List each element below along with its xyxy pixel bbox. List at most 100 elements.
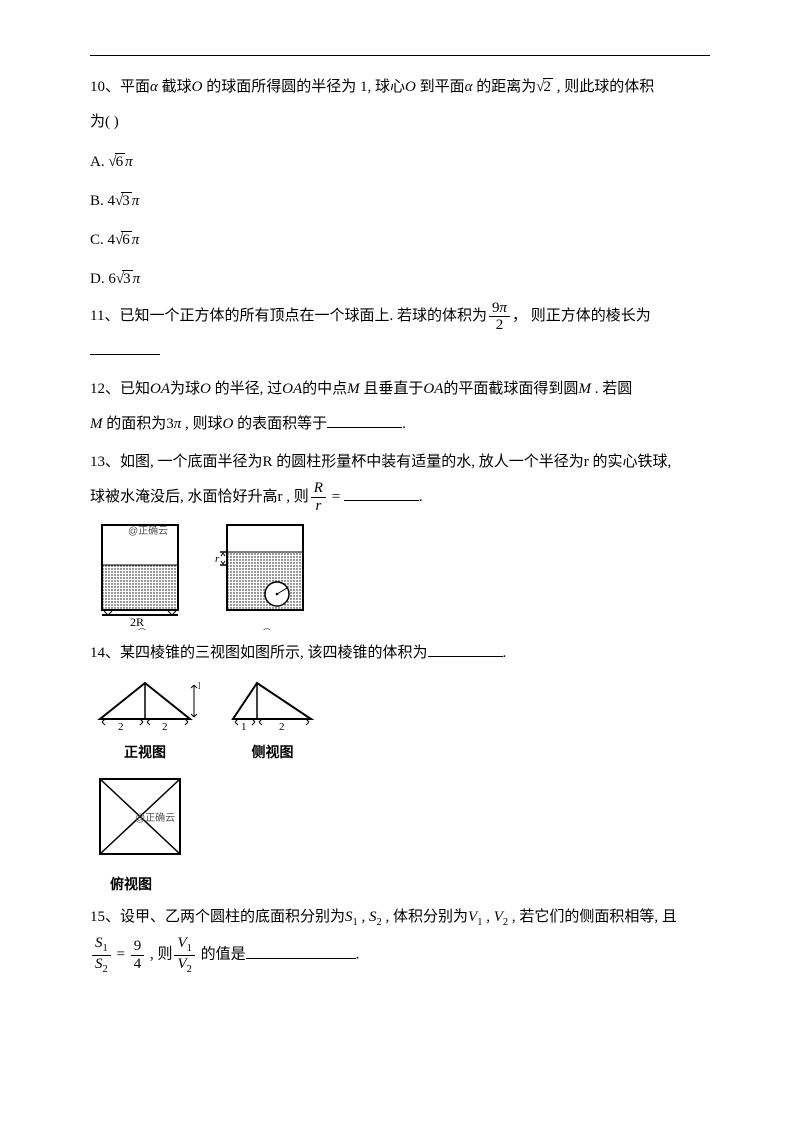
M: M	[90, 416, 103, 432]
OA: OA	[150, 381, 170, 397]
sqrt2: √2	[536, 70, 553, 105]
t: 的球面所得圆的半径为 1, 球心	[203, 79, 406, 95]
t: 到平面	[416, 79, 465, 95]
question-15: 15、设甲、乙两个圆柱的底面积分别为S1 , S2 , 体积分别为V1 , V2…	[90, 900, 710, 975]
t: 且垂直于	[360, 381, 424, 397]
t: , 则	[283, 489, 309, 505]
svg-text:①: ①	[136, 626, 148, 630]
t: .	[419, 489, 423, 505]
alpha: α	[465, 79, 473, 95]
top-label: 俯视图	[110, 868, 152, 900]
O: O	[200, 381, 211, 397]
S1: S	[345, 909, 353, 925]
t: 球被水淹没后, 水面恰好升高	[90, 489, 278, 505]
alpha: α	[150, 79, 158, 95]
t: 的距离为	[473, 79, 537, 95]
V2: V	[494, 909, 503, 925]
side-view: 1 2 侧视图	[225, 677, 320, 768]
t: , 则球	[181, 416, 222, 432]
OA: OA	[423, 381, 443, 397]
side-label: 侧视图	[252, 736, 294, 768]
t: 11、已知一个正方体的所有顶点在一个球面上. 若球的体积为	[90, 308, 487, 324]
question-13: 13、如图, 一个底面半径为R 的圆柱形量杯中装有适量的水, 放人一个半径为r …	[90, 445, 710, 514]
t: 的中点	[302, 381, 347, 397]
O: O	[192, 79, 203, 95]
t: 的半径, 过	[211, 381, 282, 397]
cylinder-after-icon: r ②	[215, 520, 315, 630]
comma: ,	[482, 909, 493, 925]
frac-V1V2: V1V2	[174, 935, 194, 975]
svg-text:2: 2	[118, 721, 124, 732]
svg-text:@正确云: @正确云	[135, 811, 175, 824]
frac-S1S2: S1S2	[92, 935, 111, 975]
front-view: 2 2 1 正视图	[90, 677, 200, 768]
front-label: 正视图	[124, 736, 166, 768]
option-a: A. √6π	[90, 143, 710, 182]
top-view: @正确云 俯视图	[90, 774, 710, 900]
t: ， 则正方体的棱长为	[512, 308, 651, 324]
t: , 体积分别为	[382, 909, 468, 925]
R: R	[263, 454, 273, 470]
option-c: C. 4√6π	[90, 221, 710, 260]
frac-9pi-2: 9π2	[489, 300, 510, 334]
answer-blank	[327, 413, 402, 428]
t: .	[356, 947, 360, 963]
answer-blank	[246, 944, 356, 959]
V1: V	[468, 909, 477, 925]
top-view-icon: @正确云	[90, 774, 190, 864]
top-rule	[90, 55, 710, 56]
three: 3	[166, 416, 174, 432]
t: 15、设甲、乙两个圆柱的底面积分别为	[90, 909, 345, 925]
M: M	[578, 381, 591, 397]
t: , 则此球的体积	[553, 79, 654, 95]
O: O	[223, 416, 234, 432]
option-b: B. 4√3π	[90, 182, 710, 221]
svg-text:2: 2	[162, 721, 168, 732]
answer-blank	[344, 486, 419, 501]
answer-blank	[90, 340, 160, 355]
t: 的表面积等于	[233, 416, 327, 432]
svg-text:1: 1	[241, 721, 247, 732]
frac-94: 94	[131, 938, 145, 972]
t: 为球	[170, 381, 200, 397]
option-d: D. 6√3π	[90, 260, 710, 299]
M: M	[347, 381, 360, 397]
svg-text:②: ②	[261, 626, 273, 630]
q13-figures: 2R ① @正确云 r ②	[90, 520, 710, 630]
t: 的实心铁球,	[589, 454, 672, 470]
equals: =	[113, 947, 129, 963]
svg-text:1: 1	[197, 680, 200, 692]
O: O	[405, 79, 416, 95]
front-view-icon: 2 2 1	[90, 677, 200, 732]
svg-text:@正确云: @正确云	[128, 524, 168, 537]
t: 14、某四棱锥的三视图如图所示, 该四棱锥的体积为	[90, 645, 428, 661]
q10-line2: 为( )	[90, 105, 710, 140]
question-12: 12、已知OA为球O 的半径, 过OA的中点M 且垂直于OA的平面截球面得到圆M…	[90, 372, 710, 441]
t: 12、已知	[90, 381, 150, 397]
S2: S	[369, 909, 377, 925]
q14-views: 2 2 1 正视图 1 2 侧视图 @正确云	[90, 677, 710, 900]
answer-blank	[428, 642, 503, 657]
comma: ,	[358, 909, 369, 925]
equals: =	[328, 489, 344, 505]
t: 的面积为	[103, 416, 167, 432]
question-11: 11、已知一个正方体的所有顶点在一个球面上. 若球的体积为9π2， 则正方体的棱…	[90, 299, 710, 368]
question-14: 14、某四棱锥的三视图如图所示, 该四棱锥的体积为.	[90, 636, 710, 671]
t: 截球	[158, 79, 192, 95]
t: .	[503, 645, 507, 661]
t: 的平面截球面得到圆	[443, 381, 578, 397]
t: 13、如图, 一个底面半径为	[90, 454, 263, 470]
t: . 若圆	[591, 381, 632, 397]
t: , 则	[146, 947, 172, 963]
q10-options: A. √6π B. 4√3π C. 4√6π D. 6√3π	[90, 143, 710, 299]
frac-Rr: Rr	[311, 480, 326, 514]
svg-text:2: 2	[279, 721, 285, 732]
t: , 若它们的侧面积相等, 且	[508, 909, 677, 925]
cylinder-before-icon: 2R ① @正确云	[90, 520, 190, 630]
t: 的值是	[197, 947, 246, 963]
OA: OA	[282, 381, 302, 397]
q10-text: 10、平面	[90, 79, 150, 95]
svg-text:r: r	[215, 553, 220, 565]
t: .	[402, 416, 406, 432]
question-10: 10、平面α 截球O 的球面所得圆的半径为 1, 球心O 到平面α 的距离为√2…	[90, 70, 710, 139]
